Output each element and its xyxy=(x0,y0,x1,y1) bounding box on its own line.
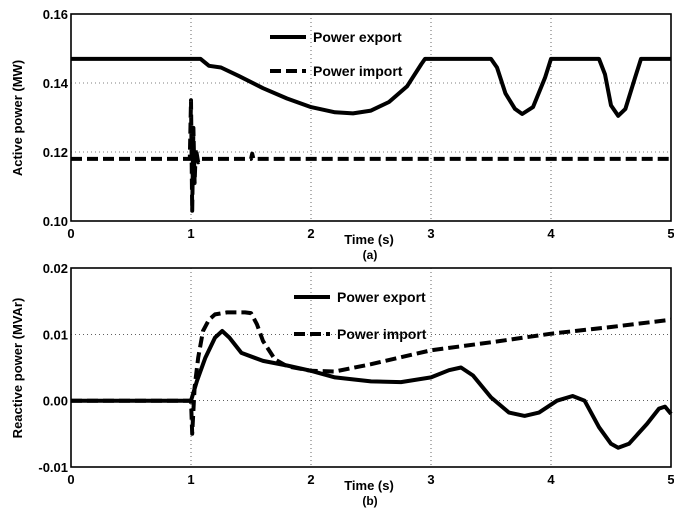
x-tick-label-b: 0 xyxy=(67,472,74,487)
legend-label-power-import-b: Power import xyxy=(337,326,427,342)
x-ticks-a: 0 1 2 3 4 5 xyxy=(67,226,674,241)
y-axis-label-b: Reactive power (MVAr) xyxy=(10,298,25,439)
series-line-power-export-a xyxy=(71,56,671,118)
x-tick-label-b: 4 xyxy=(547,472,555,487)
series-line-power-import-a xyxy=(71,98,671,213)
y-tick-label-b: 0.00 xyxy=(43,394,68,409)
x-axis-label-b: Time (s) xyxy=(344,478,394,493)
series-layer-b xyxy=(71,310,673,450)
y-ticks-b: -0.01 0.00 0.01 0.02 xyxy=(38,261,68,475)
x-tick-label-a: 0 xyxy=(67,226,74,241)
x-tick-label-a: 1 xyxy=(187,226,194,241)
x-tick-label-a: 5 xyxy=(667,226,674,241)
y-tick-label-a: 0.14 xyxy=(43,76,69,91)
x-tick-label-b: 5 xyxy=(667,472,674,487)
y-axis-label-a: Active power (MW) xyxy=(10,60,25,176)
x-tick-label-a: 3 xyxy=(427,226,434,241)
x-tick-label-b: 2 xyxy=(307,472,314,487)
legend-label-power-export-a: Power export xyxy=(313,29,402,45)
series-layer-a xyxy=(71,56,671,213)
x-ticks-b: 0 1 2 3 4 5 xyxy=(67,472,674,487)
grid-lines-a xyxy=(71,14,671,221)
panel-active-power: 0 1 2 3 4 5 0.10 0.12 0.14 0.16 Time (s) (a) Act… xyxy=(10,7,674,262)
legend-a: Power export Power import xyxy=(270,29,403,79)
legend-label-power-import-a: Power import xyxy=(313,63,403,79)
y-tick-label-b: -0.01 xyxy=(38,460,68,475)
panel-caption-b: (b) xyxy=(362,494,377,508)
y-tick-label-a: 0.10 xyxy=(43,214,68,229)
panel-reactive-power: 0 1 2 3 4 5 -0.01 0.00 0.01 0.02 Time (s) (b) Re… xyxy=(10,261,674,508)
y-tick-label-b: 0.01 xyxy=(43,327,68,342)
plot-frame-b xyxy=(70,267,672,468)
y-tick-label-a: 0.16 xyxy=(43,7,68,22)
y-tick-label-b: 0.02 xyxy=(43,261,68,276)
y-ticks-a: 0.10 0.12 0.14 0.16 xyxy=(43,7,69,229)
x-tick-label-a: 2 xyxy=(307,226,314,241)
series-line-power-export-b xyxy=(71,329,673,450)
x-tick-label-b: 3 xyxy=(427,472,434,487)
plot-frame-a xyxy=(70,13,672,222)
x-tick-label-b: 1 xyxy=(187,472,194,487)
y-tick-label-a: 0.12 xyxy=(43,145,68,160)
x-tick-label-a: 4 xyxy=(547,226,555,241)
x-axis-label-a: Time (s) xyxy=(344,232,394,247)
legend-label-power-export-b: Power export xyxy=(337,289,426,305)
series-line-power-import-b xyxy=(71,310,672,436)
panel-caption-a: (a) xyxy=(363,248,378,262)
legend-b: Power export Power import xyxy=(294,289,427,342)
